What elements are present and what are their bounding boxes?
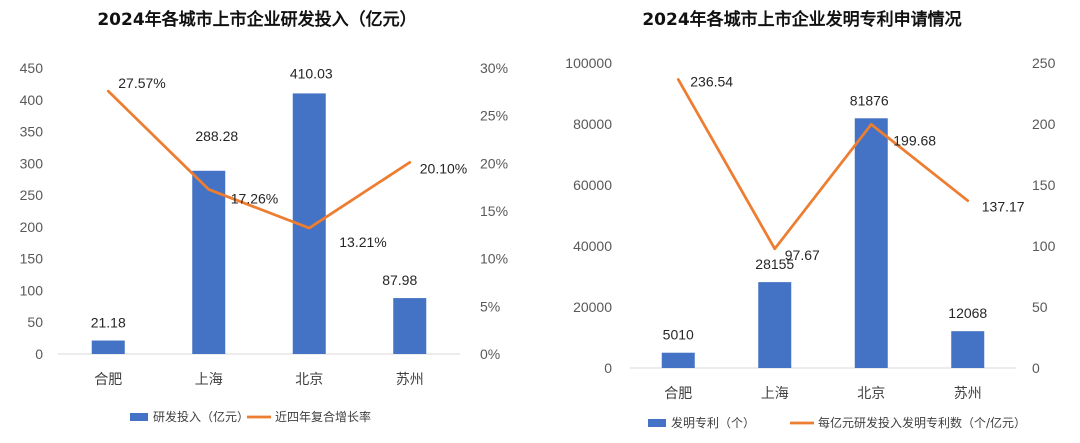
- bar: [661, 352, 695, 368]
- legend-label-line: 近四年复合增长率: [275, 409, 371, 424]
- x-tick-label: 合肥: [664, 386, 692, 402]
- bar: [951, 331, 985, 368]
- bar-data-label: 28155: [755, 256, 794, 272]
- bar-data-label: 5010: [663, 327, 694, 343]
- y-tick-label: 100: [20, 282, 44, 298]
- bar-data-label: 410.03: [290, 65, 333, 81]
- y-tick-label: 350: [20, 124, 44, 140]
- legend-label-bar: 发明专利（个）: [671, 415, 755, 430]
- bar-data-label: 81876: [850, 92, 889, 108]
- y-tick-label: 0: [604, 360, 612, 376]
- line-data-label: 13.21%: [339, 234, 386, 250]
- x-tick-label: 苏州: [396, 372, 424, 388]
- y-tick-label: 20000: [573, 299, 612, 315]
- bar-data-label: 21.18: [91, 315, 126, 331]
- legend-label-line: 每亿元研发投入发明专利数（个/亿元）: [818, 415, 1026, 430]
- y-tick-label: 50: [27, 314, 43, 330]
- y-tick-label: 400: [20, 92, 44, 108]
- legend-swatch-bar: [648, 419, 666, 427]
- series-line: [676, 78, 970, 251]
- y2-tick-label: 50: [1032, 299, 1048, 315]
- bar: [192, 170, 226, 354]
- y2-tick-label: 5%: [480, 298, 500, 314]
- y2-tick-label: 20%: [480, 155, 508, 171]
- line-data-label: 27.57%: [118, 75, 165, 91]
- bar-data-label: 87.98: [382, 272, 417, 288]
- series-line: [106, 89, 412, 230]
- line-data-label: 137.17: [982, 199, 1025, 215]
- chart-invention-patents: 2024年各城市上市企业发明专利申请情况 0 20000 40000 60000 800…: [565, 9, 1055, 430]
- y-tick-label: 200: [20, 219, 44, 235]
- y-tick-label: 100000: [565, 55, 612, 71]
- y-tick-label: 60000: [573, 177, 612, 193]
- x-tick-label: 北京: [295, 372, 323, 388]
- line-data-label: 236.54: [690, 73, 733, 89]
- chart-rd-investment: 2024年各城市上市企业研发投入（亿元） 0 50 100 150 200 250 300 3…: [20, 9, 508, 424]
- legend-swatch-bar: [130, 413, 148, 421]
- y2-tick-label: 15%: [480, 203, 508, 219]
- bar: [854, 118, 888, 368]
- bar-data-label: 288.28: [195, 128, 238, 144]
- y-tick-label: 150: [20, 251, 44, 267]
- x-tick-label: 合肥: [94, 372, 122, 388]
- chart-title: 2024年各城市上市企业发明专利申请情况: [642, 9, 961, 30]
- legend-label-bar: 研发投入（亿元）: [153, 409, 249, 424]
- line-data-label: 17.26%: [231, 190, 278, 206]
- y2-tick-label: 10%: [480, 251, 508, 267]
- x-tick-label: 苏州: [954, 386, 982, 402]
- y2-tick-label: 25%: [480, 108, 508, 124]
- bar-data-label: 12068: [948, 305, 987, 321]
- y-tick-label: 450: [20, 60, 44, 76]
- y-tick-label: 80000: [573, 116, 612, 132]
- line-data-label: 20.10%: [420, 160, 467, 176]
- y-tick-label: 300: [20, 155, 44, 171]
- y2-tick-label: 150: [1032, 177, 1056, 193]
- y2-tick-label: 100: [1032, 238, 1056, 254]
- y-tick-label: 0: [35, 346, 43, 362]
- line-data-label: 97.67: [785, 247, 820, 263]
- y2-tick-label: 30%: [480, 60, 508, 76]
- bar: [758, 282, 792, 368]
- bar: [393, 298, 427, 354]
- y2-tick-label: 250: [1032, 55, 1056, 71]
- x-tick-label: 上海: [761, 386, 789, 402]
- x-tick-label: 上海: [195, 372, 223, 388]
- bar: [91, 340, 125, 354]
- y-tick-label: 250: [20, 187, 44, 203]
- line-data-label: 199.68: [893, 132, 936, 148]
- x-tick-label: 北京: [857, 386, 885, 402]
- y2-tick-label: 0%: [480, 346, 500, 362]
- y-tick-label: 40000: [573, 238, 612, 254]
- y2-tick-label: 200: [1032, 116, 1056, 132]
- y2-tick-label: 0: [1032, 360, 1040, 376]
- chart-title: 2024年各城市上市企业研发投入（亿元）: [97, 9, 416, 30]
